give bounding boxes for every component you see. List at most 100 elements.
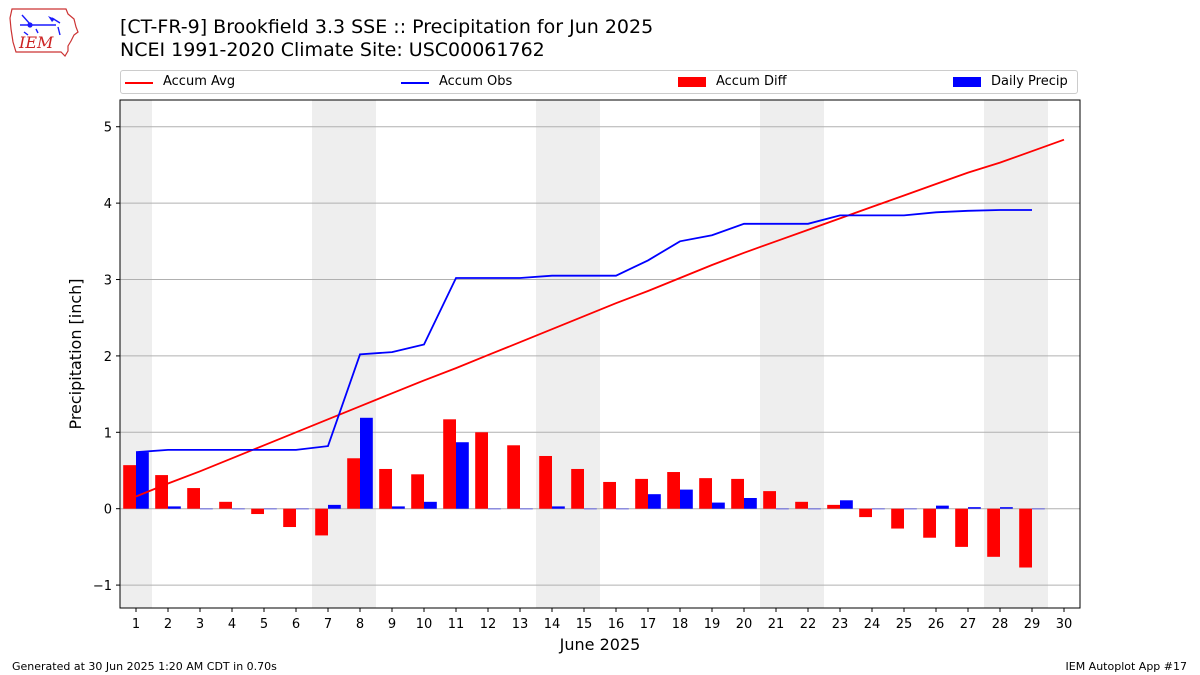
accum-diff-bar	[315, 508, 328, 536]
x-tick-label: 26	[928, 617, 945, 632]
accum-diff-bar	[827, 504, 840, 509]
x-tick-label: 3	[196, 617, 204, 632]
daily-precip-bar	[584, 508, 597, 510]
weekend-band	[536, 100, 568, 608]
accum-diff-bar	[987, 508, 1000, 557]
daily-precip-bar	[456, 442, 469, 509]
accum-diff-bar	[699, 478, 712, 509]
daily-precip-bar	[872, 508, 885, 510]
x-tick-label: 18	[672, 617, 689, 632]
x-tick-label: 4	[228, 617, 236, 632]
x-tick-label: 12	[480, 617, 497, 632]
daily-precip-bar	[168, 506, 181, 509]
legend-label-accum-avg: Accum Avg	[163, 74, 236, 89]
x-tick-label: 1	[132, 617, 140, 632]
daily-precip-bar	[968, 507, 981, 509]
x-tick-label: 13	[512, 617, 529, 632]
daily-precip-bar	[328, 504, 341, 509]
y-tick-label: 2	[104, 350, 112, 365]
y-tick-label: 5	[104, 121, 112, 136]
legend-swatch-accum-obs	[401, 82, 429, 84]
x-tick-label: 22	[800, 617, 817, 632]
x-tick-label: 23	[832, 617, 849, 632]
legend-label-accum-obs: Accum Obs	[439, 74, 513, 89]
chart-legend: Accum Avg Accum Obs Accum Diff Daily Pre…	[120, 70, 1078, 94]
daily-precip-bar	[264, 508, 277, 510]
y-tick-label: 4	[104, 197, 112, 212]
plot-frame	[119, 99, 1081, 609]
x-tick-label: 6	[292, 617, 300, 632]
daily-precip-bar	[904, 508, 917, 510]
y-tick-label: −1	[93, 579, 112, 594]
daily-precip-bar	[840, 500, 853, 509]
daily-precip-bar	[808, 508, 821, 510]
legend-swatch-accum-avg	[125, 82, 153, 84]
footer-app-label: IEM Autoplot App #17	[1065, 660, 1188, 673]
daily-precip-bar	[296, 508, 309, 510]
x-tick-label: 10	[416, 617, 433, 632]
x-tick-label: 24	[864, 617, 881, 632]
daily-precip-bar	[1000, 507, 1013, 509]
accum-diff-bar	[443, 419, 456, 509]
accum-diff-bar	[731, 478, 744, 509]
accum-diff-bar	[667, 472, 680, 509]
legend-swatch-daily-precip	[953, 77, 981, 87]
x-tick-label: 15	[576, 617, 593, 632]
daily-precip-bar	[680, 489, 693, 509]
daily-precip-bar	[360, 417, 373, 509]
accum-diff-bar	[411, 474, 424, 509]
accum-diff-bar	[955, 508, 968, 547]
chart-subtitle: NCEI 1991-2020 Climate Site: USC00061762	[120, 39, 545, 61]
daily-precip-bar	[232, 508, 245, 510]
accum-diff-bar	[603, 481, 616, 509]
x-tick-label: 8	[356, 617, 364, 632]
accum-diff-bar	[795, 501, 808, 509]
accum-diff-bar	[763, 491, 776, 509]
weekend-band	[568, 100, 600, 608]
daily-precip-bar	[744, 497, 757, 509]
daily-precip-bar	[712, 502, 725, 509]
x-tick-label: 20	[736, 617, 753, 632]
x-tick-label: 2	[164, 617, 172, 632]
x-tick-label: 16	[608, 617, 625, 632]
legend-label-daily-precip: Daily Precip	[991, 74, 1068, 89]
daily-precip-bar	[936, 505, 949, 509]
y-tick-label: 3	[104, 274, 112, 289]
x-tick-label: 11	[448, 617, 465, 632]
accum-avg-line	[135, 138, 1065, 498]
x-tick-label: 17	[640, 617, 657, 632]
daily-precip-bar	[136, 452, 149, 509]
x-tick-label: 30	[1056, 617, 1073, 632]
x-tick-label: 21	[768, 617, 785, 632]
chart-title: [CT-FR-9] Brookfield 3.3 SSE :: Precipit…	[120, 16, 654, 38]
accum-diff-bar	[187, 488, 200, 509]
daily-precip-bar	[200, 508, 213, 510]
x-axis-label: June 2025	[559, 635, 641, 654]
accum-diff-bar	[1019, 508, 1032, 568]
x-tick-label: 7	[324, 617, 332, 632]
y-tick-label: 0	[104, 503, 112, 518]
weekend-band	[120, 100, 152, 608]
accum-diff-bar	[891, 508, 904, 529]
daily-precip-bar	[776, 508, 789, 510]
x-tick-label: 28	[992, 617, 1009, 632]
accum-diff-bar	[251, 508, 264, 515]
accum-diff-bar	[571, 468, 584, 509]
x-tick-label: 25	[896, 617, 913, 632]
daily-precip-bar	[392, 506, 405, 509]
accum-diff-bar	[219, 501, 232, 509]
daily-precip-bar	[1032, 508, 1045, 510]
daily-precip-bar	[616, 508, 629, 510]
footer-generated-text: Generated at 30 Jun 2025 1:20 AM CDT in …	[12, 660, 277, 673]
accum-diff-bar	[507, 445, 520, 509]
daily-precip-bar	[520, 508, 533, 510]
x-tick-label: 29	[1024, 617, 1041, 632]
daily-precip-bar	[648, 494, 661, 509]
x-tick-label: 14	[544, 617, 561, 632]
accum-diff-bar	[155, 475, 168, 509]
weekend-band	[792, 100, 824, 608]
legend-label-accum-diff: Accum Diff	[716, 74, 787, 89]
accum-diff-bar	[635, 478, 648, 509]
x-tick-label: 19	[704, 617, 721, 632]
